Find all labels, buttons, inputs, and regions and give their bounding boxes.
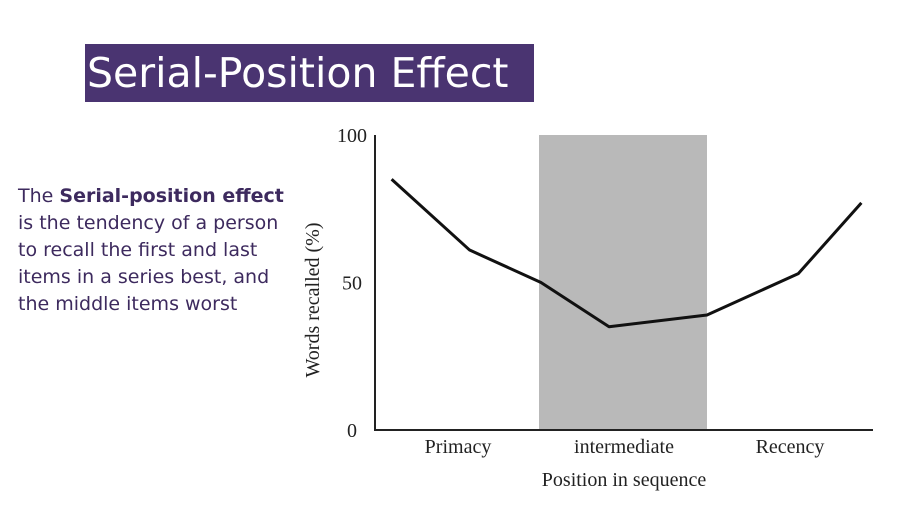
description-prefix: The xyxy=(18,185,60,207)
y-tick-label-0: 0 xyxy=(347,420,357,442)
description-text: The Serial-position effect is the tenden… xyxy=(18,183,290,318)
description-term: Serial-position effect xyxy=(59,185,284,207)
recall-series-line xyxy=(390,178,863,329)
x-category-label-intermediate: intermediate xyxy=(574,436,674,458)
x-axis-label: Position in sequence xyxy=(542,469,707,491)
x-category-label-primacy: Primacy xyxy=(425,436,492,458)
x-category-label-recency: Recency xyxy=(756,436,825,458)
y-axis-label: Words recalled (%) xyxy=(302,223,324,378)
y-tick-label-50: 50 xyxy=(342,273,362,295)
description-suffix: is the tendency of a person to recall th… xyxy=(18,212,279,315)
y-tick-label-100: 100 xyxy=(337,125,367,147)
page-title: Serial-Position Effect xyxy=(85,44,534,102)
intermediate-shaded-region xyxy=(539,135,707,430)
